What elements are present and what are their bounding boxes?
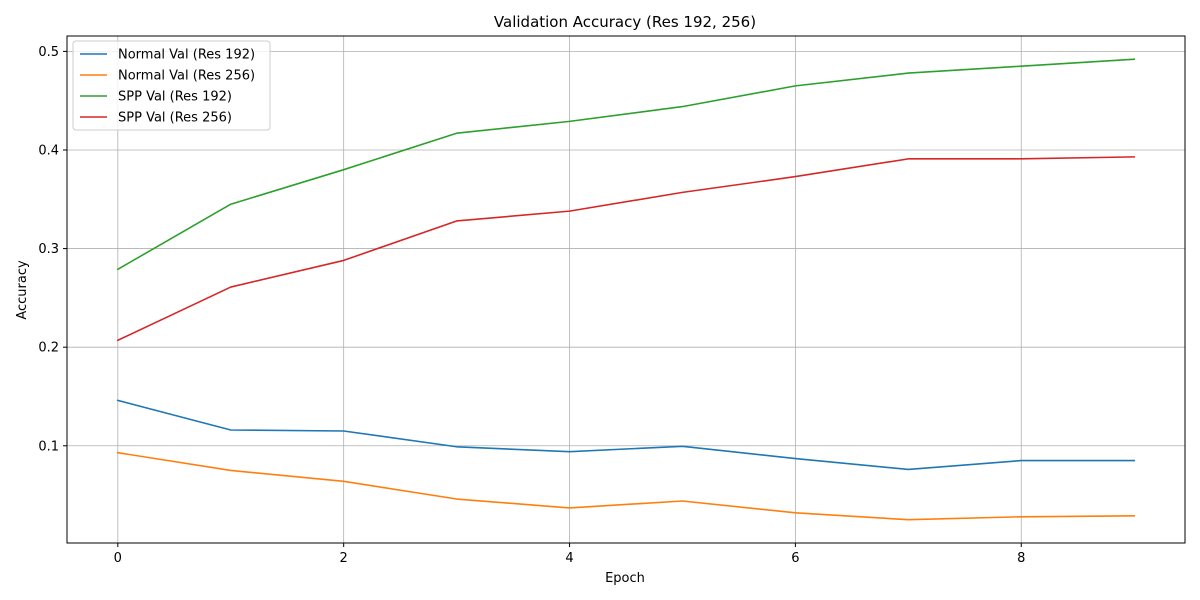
series-line-3 <box>116 156 1135 342</box>
legend-box <box>72 40 271 131</box>
x-tick-label: 0 <box>114 551 122 566</box>
y-tick-label: 0.4 <box>38 143 59 158</box>
legend-label-0: Normal Val (Res 192) <box>118 48 255 63</box>
x-tick-label: 6 <box>791 551 799 566</box>
legend-label-2: SPP Val (Res 192) <box>118 90 232 105</box>
chart-title: Validation Accuracy (Res 192, 256) <box>494 13 756 31</box>
y-tick-label: 0.2 <box>38 341 59 356</box>
y-axis-ticks: 0.1 0.2 0.3 0.4 0.5 <box>38 45 67 454</box>
series-line-1 <box>116 451 1135 521</box>
series-line-0 <box>116 399 1135 471</box>
x-tick-label: 8 <box>1017 551 1025 566</box>
series-line-2 <box>116 58 1136 271</box>
grid <box>67 36 1185 543</box>
y-tick-label: 0.1 <box>38 439 59 454</box>
plot-frame <box>66 35 1186 544</box>
y-axis-label: Accuracy <box>15 260 30 320</box>
x-axis-label: Epoch <box>605 571 645 586</box>
legend: Normal Val (Res 192) Normal Val (Res 256)… <box>72 40 271 131</box>
x-tick-label: 4 <box>565 551 573 566</box>
legend-label-3: SPP Val (Res 256) <box>118 111 232 126</box>
legend-label-1: Normal Val (Res 256) <box>118 69 255 84</box>
y-tick-label: 0.5 <box>38 45 59 60</box>
x-tick-label: 2 <box>340 551 348 566</box>
y-tick-label: 0.3 <box>38 242 59 257</box>
x-axis-ticks: 0 2 4 6 8 <box>114 543 1025 566</box>
series-lines <box>116 58 1136 521</box>
